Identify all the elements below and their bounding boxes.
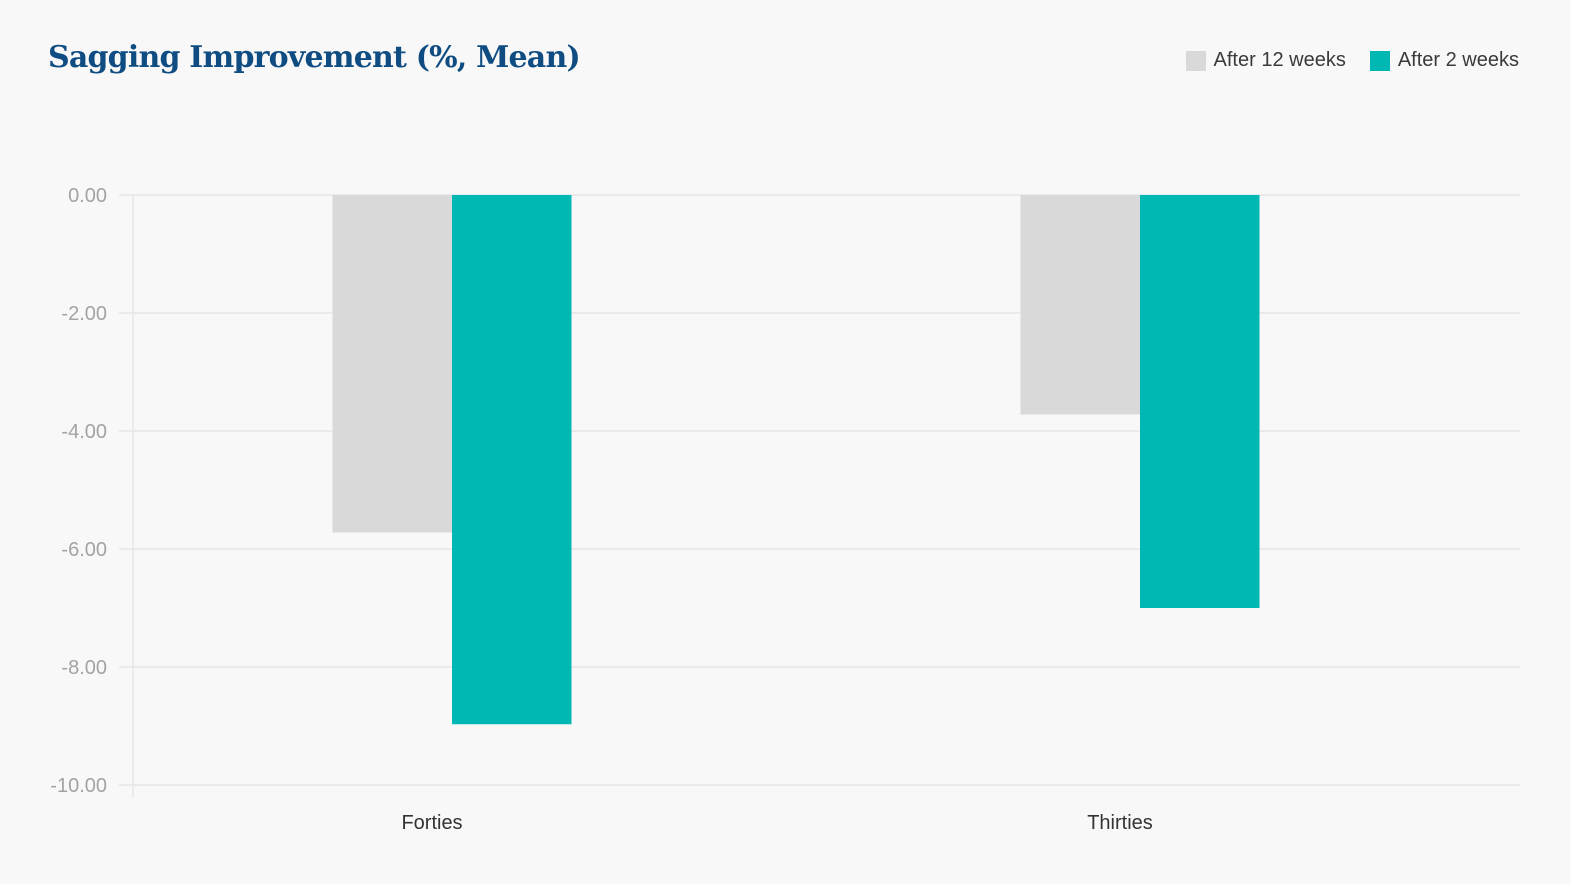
y-tick-label-5: -10.00 (50, 775, 107, 797)
y-tick-label-3: -6.00 (61, 539, 107, 561)
legend-swatch-after-12-weeks (1185, 50, 1206, 71)
bar-forties-series-1 (452, 195, 572, 725)
y-tick-label-2: -4.00 (61, 421, 107, 443)
bar-forties-series-0 (332, 195, 452, 533)
legend-label-after-2-weeks: After 2 weeks (1397, 49, 1519, 71)
legend-swatch-after-2-weeks (1369, 50, 1390, 71)
x-category-label-forties: Forties (401, 812, 462, 834)
chart-title: Sagging Improvement (%, Mean) (48, 40, 581, 75)
y-tick-label-4: -8.00 (61, 657, 107, 679)
legend-item-after-12-weeks[interactable]: After 12 weeks (1185, 49, 1346, 72)
y-tick-label-1: -2.00 (61, 303, 107, 325)
x-category-label-thirties: Thirties (1087, 812, 1153, 834)
legend-label-after-12-weeks: After 12 weeks (1213, 49, 1346, 71)
y-tick-label-0: 0.00 (68, 185, 107, 207)
bar-thirties-series-0 (1020, 195, 1140, 415)
legend: After 12 weeks After 2 weeks (1185, 49, 1519, 72)
legend-item-after-2-weeks[interactable]: After 2 weeks (1369, 49, 1519, 72)
bar-thirties-series-1 (1140, 195, 1260, 608)
